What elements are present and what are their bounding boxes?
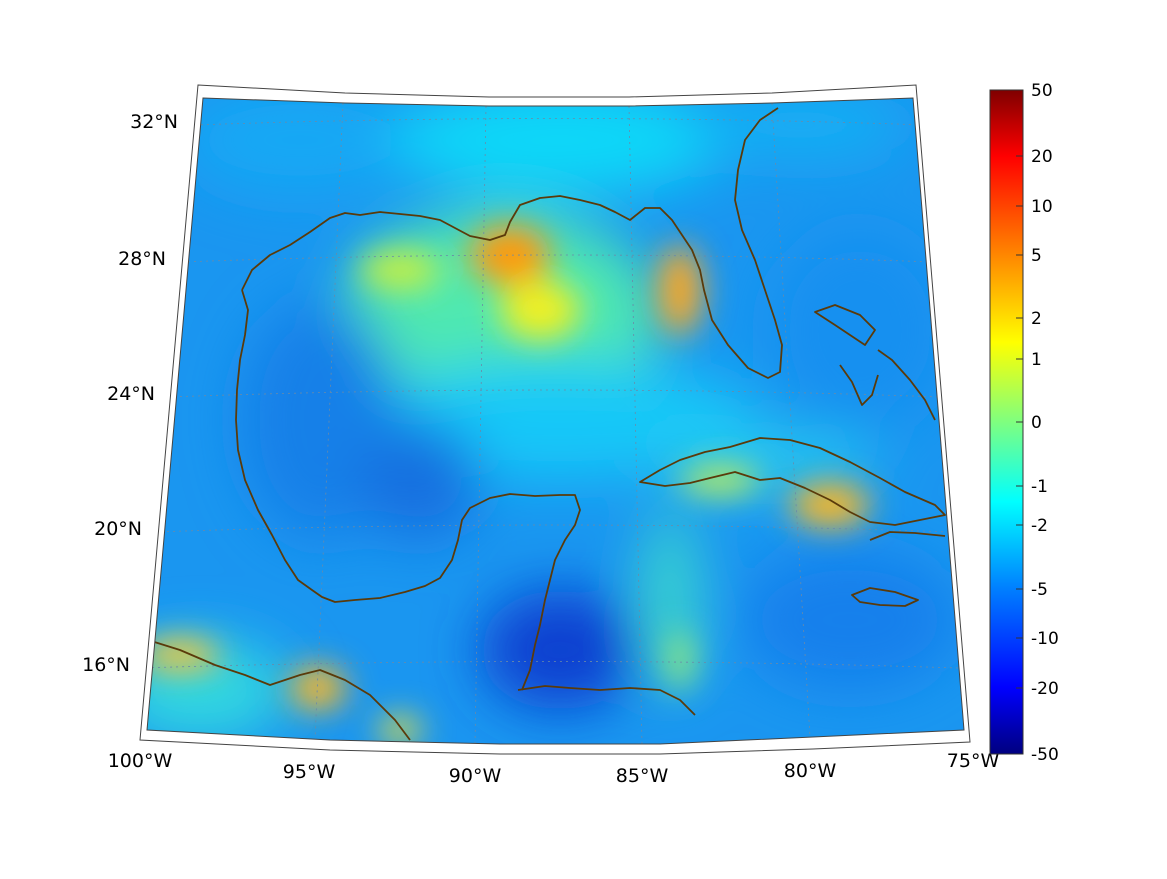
latitude-labels: 32°N 28°N 24°N 20°N 16°N bbox=[82, 111, 178, 676]
coastlines bbox=[147, 107, 946, 741]
colorbar-label: 20 bbox=[1031, 147, 1053, 167]
longitude-labels: 100°W 95°W 90°W 85°W 80°W 75°W bbox=[108, 750, 1000, 787]
colorbar-label: -2 bbox=[1031, 516, 1048, 536]
colorbar-label: 2 bbox=[1031, 309, 1042, 329]
bahamas bbox=[814, 304, 876, 346]
lat-label-24: 24°N bbox=[107, 383, 155, 405]
colorbar-label: 5 bbox=[1031, 246, 1042, 266]
lon-label-80: 80°W bbox=[784, 760, 837, 782]
lat-label-28: 28°N bbox=[118, 248, 166, 270]
lon-label-90: 90°W bbox=[449, 765, 502, 787]
gulf-coast-north bbox=[241, 107, 783, 379]
hispaniola bbox=[869, 531, 946, 541]
lat-label-16: 16°N bbox=[82, 654, 130, 676]
lat-label-32: 32°N bbox=[130, 111, 178, 133]
bahamas-south bbox=[839, 364, 879, 406]
lat-label-20: 20°N bbox=[94, 518, 142, 540]
colorbar-label: -10 bbox=[1031, 629, 1059, 649]
colorbar-label: 1 bbox=[1031, 350, 1042, 370]
lon-label-100: 100°W bbox=[108, 750, 173, 772]
colorbar-label: 0 bbox=[1031, 413, 1042, 433]
bahamas-east bbox=[877, 349, 936, 421]
lon-label-95: 95°W bbox=[283, 761, 336, 783]
data-field bbox=[147, 98, 964, 744]
colorbar-label: -50 bbox=[1031, 745, 1059, 765]
colorbar-label: -5 bbox=[1031, 580, 1048, 600]
colorbar-label: 50 bbox=[1031, 81, 1053, 101]
lon-label-75: 75°W bbox=[947, 750, 1000, 772]
mexico-gulf-coast bbox=[235, 289, 581, 691]
pacific-coast bbox=[147, 639, 411, 741]
central-america-coast bbox=[517, 685, 696, 716]
gridlines bbox=[147, 102, 959, 744]
jamaica bbox=[851, 587, 919, 607]
colorbar-label: -20 bbox=[1031, 679, 1059, 699]
colorbar-label: 10 bbox=[1031, 197, 1053, 217]
map-frame bbox=[139, 84, 971, 755]
cuba bbox=[639, 437, 946, 526]
lon-label-85: 85°W bbox=[616, 765, 669, 787]
colorbar-label: -1 bbox=[1031, 477, 1048, 497]
